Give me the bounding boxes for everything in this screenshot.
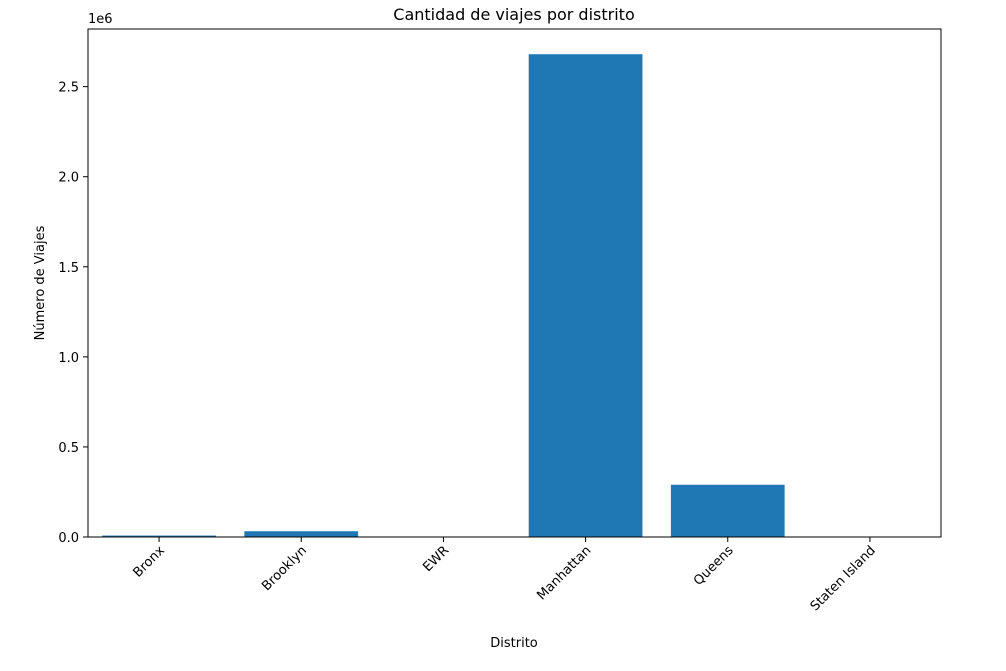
bar-queens (670, 484, 785, 537)
y-axis-label: Número de Viajes (33, 225, 48, 340)
y-tick-label: 0.5 (58, 441, 79, 456)
y-tick-label: 0.0 (58, 531, 79, 546)
x-tick-label: Staten Island (808, 543, 879, 614)
chart-title: Cantidad de viajes por distrito (393, 5, 634, 24)
y-axis-ticks: 0.0 0.5 1.0 1.5 2.0 2.5 (58, 81, 88, 546)
y-tick-label: 1.0 (58, 351, 79, 366)
bar-manhattan (528, 54, 643, 537)
y-tick-label: 2.5 (58, 81, 79, 96)
plot-area-frame (87, 28, 942, 538)
y-tick-label: 1.5 (58, 261, 79, 276)
x-tick-label: Bronx (131, 543, 169, 581)
y-tick-label: 2.0 (58, 171, 79, 186)
x-tick-label: Brooklyn (259, 543, 310, 594)
x-axis-ticks: Bronx Brooklyn EWR Manhattan Queens Staten Is… (131, 537, 879, 614)
x-axis-label: Distrito (490, 636, 538, 651)
x-tick-label: EWR (420, 543, 452, 575)
bar-brooklyn (244, 531, 359, 537)
x-tick-label: Queens (691, 543, 737, 589)
bar-bronx (102, 535, 216, 537)
bars-group (102, 54, 927, 537)
x-tick-label: Manhattan (534, 543, 594, 603)
y-axis-offset-label: 1e6 (88, 12, 113, 27)
